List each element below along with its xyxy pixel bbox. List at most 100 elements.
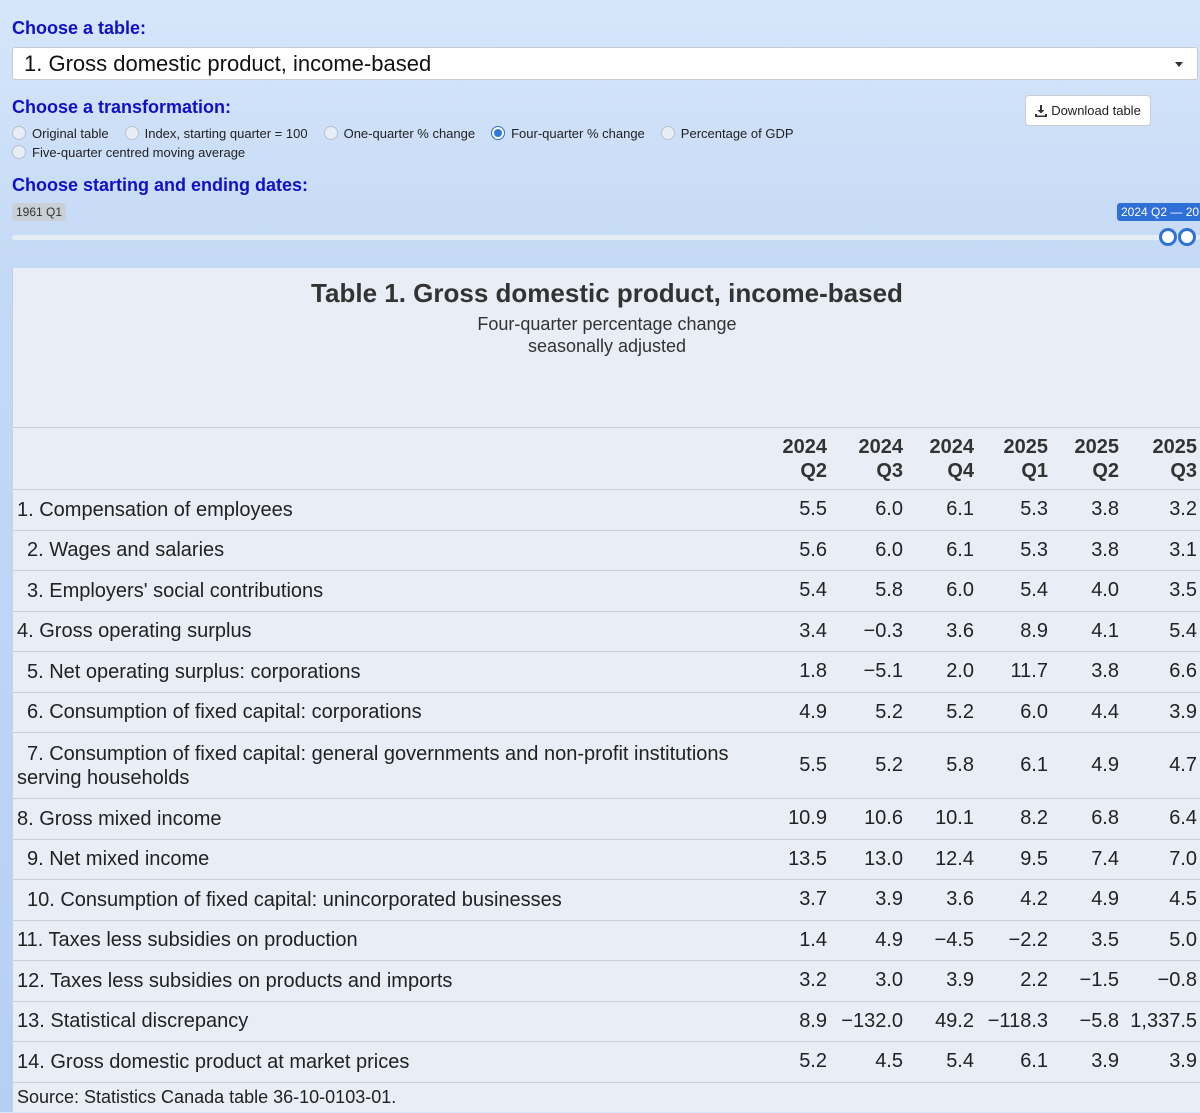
cell: 3.2 xyxy=(757,960,831,1001)
cell: 6.1 xyxy=(907,489,978,530)
cell: −5.1 xyxy=(831,651,907,692)
cell: 3.0 xyxy=(831,960,907,1001)
table-panel: Table 1. Gross domestic product, income-… xyxy=(12,268,1200,1113)
cell: 3.8 xyxy=(1052,529,1123,571)
table-row: 14. Gross domestic product at market pri… xyxy=(13,1041,1200,1082)
cell: −1.5 xyxy=(1052,960,1123,1001)
table-title: Table 1. Gross domestic product, income-… xyxy=(311,278,903,308)
cell: 4.4 xyxy=(1052,691,1123,733)
cell: 12.4 xyxy=(907,838,978,880)
cell: 13.5 xyxy=(757,838,831,880)
cell: 4.5 xyxy=(1123,879,1200,920)
row-label: 14. Gross domestic product at market pri… xyxy=(13,1041,757,1082)
cell: 5.4 xyxy=(978,570,1052,611)
cell: −4.5 xyxy=(907,919,978,961)
table-row: 11. Taxes less subsidies on production 1.… xyxy=(13,919,1200,961)
radio-option[interactable]: One-quarter % change xyxy=(323,124,476,142)
cell: 10.1 xyxy=(907,798,978,839)
cell: 3.6 xyxy=(907,879,978,920)
cell: 6.6 xyxy=(1123,651,1200,692)
radio-label: One-quarter % change xyxy=(343,125,476,141)
cell: 7.4 xyxy=(1052,838,1123,880)
row-label: 13. Statistical discrepancy xyxy=(13,1000,757,1042)
row-label: 4. Gross operating surplus xyxy=(13,610,757,652)
column-quarter: Q2 xyxy=(1092,459,1119,482)
radio-label: Percentage of GDP xyxy=(680,125,794,141)
header-cell xyxy=(13,427,757,490)
header-row: 2024 Q2 2024 Q3 2024 Q4 2025 Q1 2025 Q2 2025 Q3 xyxy=(13,427,1200,490)
cell: 4.9 xyxy=(757,691,831,733)
download-button[interactable]: Download table xyxy=(1025,95,1151,126)
column-quarter: Q1 xyxy=(1021,459,1048,482)
cell: 6.0 xyxy=(978,691,1052,733)
cell: 10.9 xyxy=(757,798,831,839)
radio-label: Five-quarter centred moving average xyxy=(32,144,246,160)
radio-button xyxy=(491,126,506,140)
radio-button xyxy=(660,126,675,140)
data-table: 2024 Q2 2024 Q3 2024 Q4 2025 Q1 2025 Q2 2025 Q3 1. … xyxy=(13,427,1200,1113)
row-label: 10. Consumption of fixed capital: uninco… xyxy=(13,879,757,920)
cell: 4.9 xyxy=(1052,732,1123,799)
dates-label: Choose starting and ending dates: xyxy=(12,175,309,195)
cell: −118.3 xyxy=(978,1000,1052,1042)
cell: 4.0 xyxy=(1052,570,1123,611)
row-label: 2. Wages and salaries xyxy=(13,529,757,571)
select-value: 1. Gross domestic product, income-based xyxy=(24,51,432,76)
row-label: 7. Consumption of fixed capital: general… xyxy=(13,732,757,799)
source: Source: Statistics Canada table 36-10-01… xyxy=(13,1081,1200,1113)
cell: 3.8 xyxy=(1052,489,1123,530)
cell: 3.6 xyxy=(907,610,978,652)
table-row: 4. Gross operating surplus 3.4 −0.3 3.6 8.9 4… xyxy=(13,610,1200,652)
cell: 1.4 xyxy=(757,919,831,961)
slider-handle[interactable] xyxy=(1178,228,1196,246)
transformation-options: Original table Index, starting quarter = … xyxy=(12,124,812,162)
row-label: 5. Net operating surplus: corporations xyxy=(13,651,757,692)
cell: 6.1 xyxy=(978,732,1052,799)
radio-option[interactable]: Original table xyxy=(12,124,109,142)
header-cell: 2025 Q3 xyxy=(1123,427,1200,490)
transformation-label: Choose a transformation: xyxy=(12,97,232,117)
cell: 5.2 xyxy=(831,691,907,733)
column-year: 2024 xyxy=(782,435,828,458)
cell: 1.8 xyxy=(757,651,831,692)
cell: 2.2 xyxy=(978,960,1052,1001)
cell: 8.9 xyxy=(978,610,1052,652)
radio-option[interactable]: Percentage of GDP xyxy=(660,124,794,142)
radio-option[interactable]: Four-quarter % change xyxy=(491,124,645,142)
cell: 3.5 xyxy=(1052,919,1123,961)
table-row: 3. Employers' social contributions 5.4 5.8… xyxy=(13,570,1200,611)
cell: 4.7 xyxy=(1123,732,1200,799)
column-year: 2024 xyxy=(858,435,904,458)
radio-label: Index, starting quarter = 100 xyxy=(144,125,308,141)
table-select[interactable]: 1. Gross domestic product, income-based xyxy=(12,47,1198,80)
cell: 6.0 xyxy=(831,489,907,530)
header-cell: 2025 Q2 xyxy=(1052,427,1123,490)
cell: 3.9 xyxy=(831,879,907,920)
cell: 6.1 xyxy=(907,529,978,571)
cell: 5.0 xyxy=(1123,919,1200,961)
column-quarter: Q4 xyxy=(947,459,974,482)
cell: 1,337.5 xyxy=(1123,1000,1200,1042)
radio-button xyxy=(12,145,26,159)
cell: 9.5 xyxy=(978,838,1052,880)
slider-value: 2024 Q2 — 20 xyxy=(1117,203,1200,221)
radio-option[interactable]: Five-quarter centred moving average xyxy=(12,143,245,161)
table-subtitle: seasonally adjusted xyxy=(527,336,687,356)
cell: −0.3 xyxy=(831,610,907,652)
cell: 4.1 xyxy=(1052,610,1123,652)
radio-option[interactable]: Index, starting quarter = 100 xyxy=(124,124,308,142)
row-label: 1. Compensation of employees xyxy=(13,489,757,530)
cell: 10.6 xyxy=(831,798,907,839)
row-label: 11. Taxes less subsidies on production xyxy=(13,919,757,961)
radio-label: Original table xyxy=(32,125,109,141)
cell: 5.4 xyxy=(757,570,831,611)
table-row: 7. Consumption of fixed capital: general… xyxy=(13,732,1200,799)
cell: 6.4 xyxy=(1123,798,1200,839)
source-row: Source: Statistics Canada table 36-10-01… xyxy=(13,1081,1200,1113)
column-quarter: Q3 xyxy=(876,459,903,482)
cell: 3.7 xyxy=(757,879,831,920)
cell: 5.2 xyxy=(831,732,907,799)
cell: −2.2 xyxy=(978,919,1052,961)
slider-handle[interactable] xyxy=(1159,228,1177,246)
table-label: Choose a table: xyxy=(12,18,147,38)
